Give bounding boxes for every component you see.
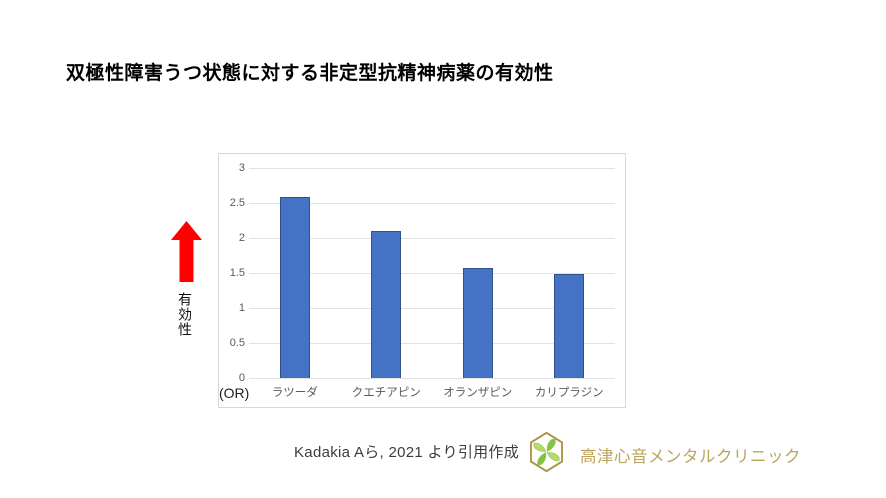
bar-chart: 0 0.5 1 1.5 2 2.5 3 ラツーダ クエチアピン オランザピン カリプラジン [218, 153, 626, 408]
logo-leaves [533, 438, 560, 466]
hexagon-leaf-logo-icon [530, 431, 563, 473]
plot-area [249, 168, 615, 379]
gridline [249, 308, 615, 309]
gridline [249, 378, 615, 379]
y-axis-tick-label: 0.5 [229, 337, 245, 349]
bar [554, 274, 585, 378]
bar [279, 197, 310, 378]
up-arrow-shape [171, 221, 202, 282]
up-arrow-icon [171, 221, 202, 282]
category-label: ラツーダ [271, 387, 318, 399]
gridline [249, 168, 615, 169]
gridline [249, 203, 615, 204]
logo-hexagon [530, 431, 563, 473]
gridline [249, 343, 615, 344]
category-label: オランザピン [443, 387, 513, 399]
bar [462, 268, 493, 378]
y-axis-tick-label: 2 [238, 232, 245, 244]
gridline [249, 238, 615, 239]
y-axis-tick-label: 2.5 [229, 197, 245, 209]
category-label: カリプラジン [534, 387, 604, 399]
or-unit-label: (OR) [219, 385, 250, 401]
category-label: クエチアピン [351, 387, 421, 399]
gridline [249, 273, 615, 274]
y-axis-tick-label: 1 [238, 302, 245, 314]
bar [371, 231, 402, 378]
y-axis-tick-label: 3 [238, 162, 245, 174]
citation-text: Kadakia Aら, 2021 より引用作成 [294, 444, 520, 461]
y-axis-tick-label: 1.5 [229, 267, 245, 279]
clinic-logo [528, 431, 565, 473]
page-title: 双極性障害うつ状態に対する非定型抗精神病薬の有効性 [66, 63, 554, 84]
clinic-name: 高津心音メンタルクリニック [580, 448, 801, 466]
effectiveness-label: 有効性 [177, 292, 193, 337]
y-axis-tick-label: 0 [238, 372, 245, 384]
